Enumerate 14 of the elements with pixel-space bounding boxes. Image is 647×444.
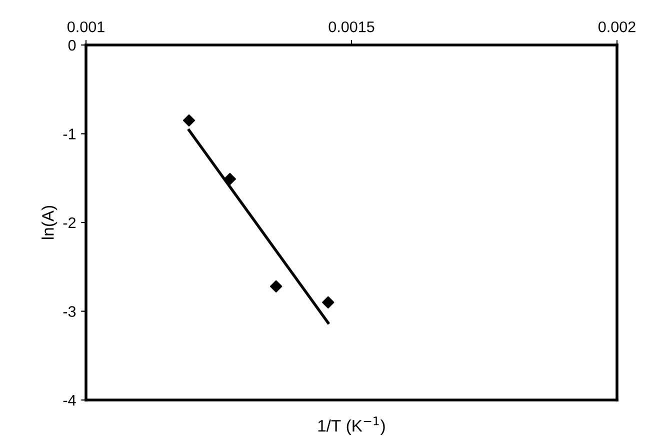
point xyxy=(182,114,196,127)
x-tick-label: 0.0015 xyxy=(328,21,374,32)
y-tick-label: -3 xyxy=(63,306,76,317)
x-axis-title: 1/T (K$^{−1}$) xyxy=(318,416,385,436)
point xyxy=(322,296,334,308)
point xyxy=(270,280,282,292)
y-tick-label: -2 xyxy=(63,217,76,228)
y-tick-label: -4 xyxy=(63,395,76,406)
point xyxy=(224,172,236,186)
y-tick-label: 0 xyxy=(68,40,76,51)
x-tick-label: 0.001 xyxy=(67,21,104,32)
x-tick-label: 0.002 xyxy=(598,21,636,32)
y-tick-label: -1 xyxy=(63,128,76,140)
y-axis-title: ln(A) xyxy=(42,206,58,239)
